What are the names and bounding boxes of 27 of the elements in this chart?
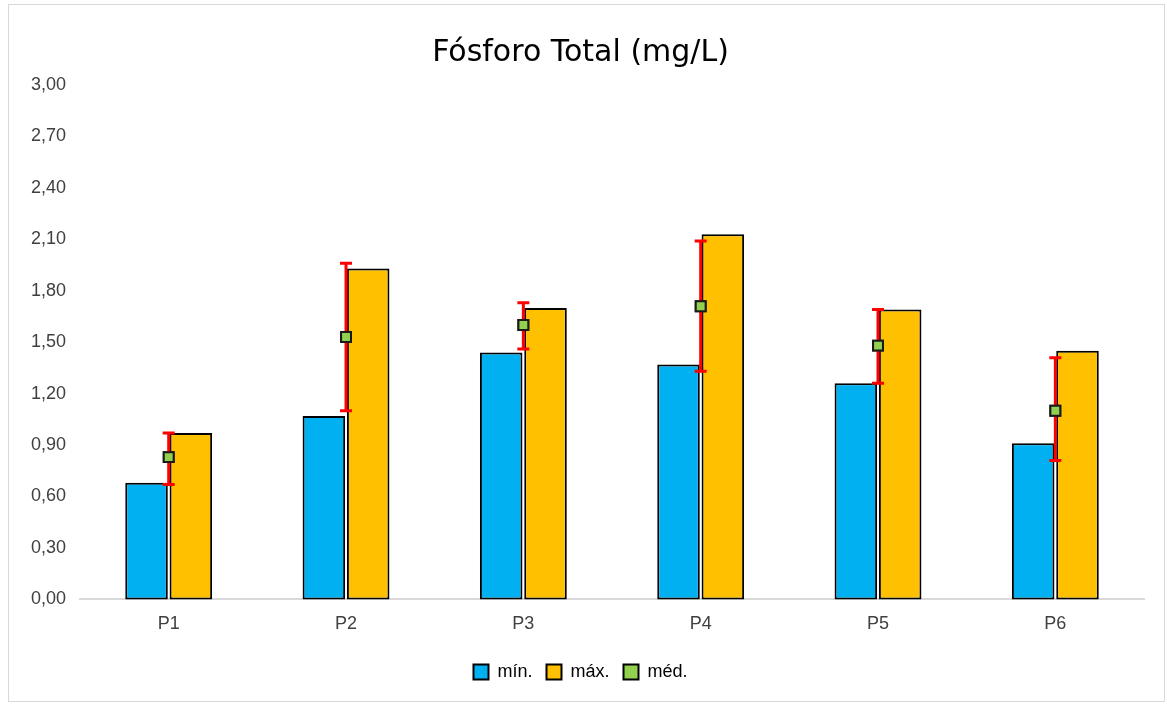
legend-label: méd. [647,660,688,681]
y-tick-label: 1,80 [30,279,67,300]
x-tick-label: P3 [512,613,535,634]
point [694,300,707,313]
y-tick-label: 1,50 [30,331,67,352]
y-tick-label: 2,70 [30,125,67,146]
y-tick-label: 0,60 [30,485,67,506]
x-tick-label: P4 [689,613,712,634]
x-tick-label: P2 [335,613,358,634]
x-tick-label: P5 [866,613,890,634]
point [1049,404,1062,417]
chart-title: Fósforo Total (mg/L) [432,32,729,68]
y-tick-label: 3,00 [30,73,67,94]
point [340,331,352,344]
y-tick-label: 2,40 [30,176,67,197]
y-tick-label: 0,00 [30,588,67,609]
point [162,451,175,464]
y-tick-label: 1,20 [30,382,67,403]
x-tick-label: P1 [157,613,180,634]
y-tick-label: 2,10 [30,228,67,249]
x-tick-label: P6 [1044,613,1067,634]
point [872,339,884,352]
point [517,319,530,331]
legend-label: máx. [570,660,610,681]
y-tick-label: 0,90 [30,434,67,455]
y-tick-label: 0,30 [30,536,67,557]
legend-label: mín. [497,660,533,681]
